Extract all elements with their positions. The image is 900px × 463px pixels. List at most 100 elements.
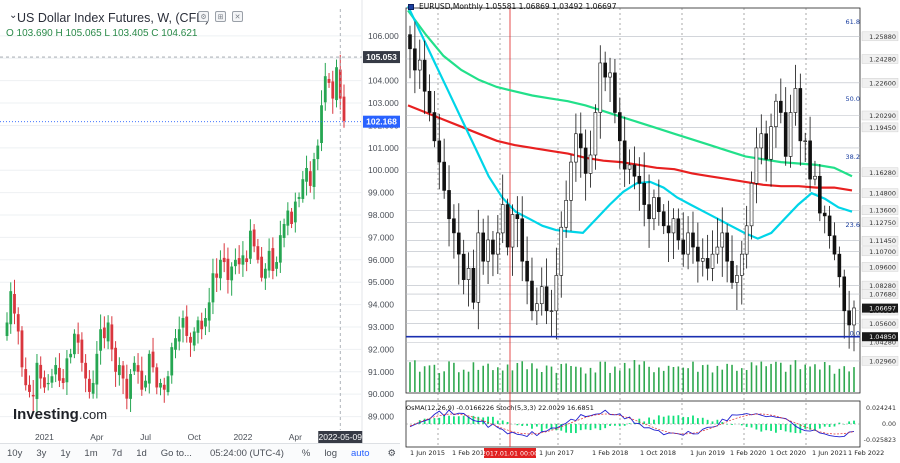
candle-body xyxy=(510,214,515,248)
date-marker-tag xyxy=(318,431,363,443)
candle-body xyxy=(177,329,181,342)
ema-fast-line xyxy=(407,5,853,240)
candle-body xyxy=(237,258,241,265)
candle-body xyxy=(437,140,442,163)
fib-level-label: 61.8 xyxy=(846,18,860,26)
date-marker-tag xyxy=(484,448,536,458)
chart-title: US Dollar Index Futures, W, (CFD) xyxy=(17,11,210,25)
log-scale-button[interactable]: log xyxy=(324,447,337,459)
range-10y-button[interactable]: 10y xyxy=(7,447,23,459)
dxy-chart-panel[interactable]: 89.000 90.000 91.000 92.000 93.000 94.000 95.0… xyxy=(0,0,400,463)
candle-body xyxy=(500,204,505,234)
candle-body xyxy=(783,112,788,157)
candle-body xyxy=(627,164,632,170)
range-1m-button[interactable]: 1m xyxy=(84,447,98,459)
y-tick-label: 103.000 xyxy=(368,98,399,108)
price-tag-label: 1.06697 xyxy=(869,305,896,313)
candle-body xyxy=(739,253,744,276)
y-tick-box xyxy=(861,188,899,198)
candle-body xyxy=(267,250,271,271)
candle-body xyxy=(744,225,749,255)
candle-body xyxy=(735,275,739,283)
eurusd-chart-canvas[interactable]: 1.25880 1.24280 1.22600 1.20290 1.19450 1.162… xyxy=(400,0,900,463)
candle-body xyxy=(185,316,189,336)
candle-body xyxy=(170,347,174,376)
range-3y-button[interactable]: 3y xyxy=(36,447,47,459)
mt-header-text: EURUSD,Monthly 1.05581 1.06869 1.03492 1… xyxy=(419,2,617,11)
candle-body xyxy=(681,239,686,255)
candle-body xyxy=(46,382,50,385)
candle-body xyxy=(671,218,676,234)
candle-body xyxy=(720,232,725,248)
x-tick-label: Jul xyxy=(140,432,151,442)
percent-scale-button[interactable]: % xyxy=(301,447,311,459)
eurusd-chart-panel[interactable]: 1.25880 1.24280 1.22600 1.20290 1.19450 1.162… xyxy=(400,0,900,463)
gear-icon[interactable]: ⚙ xyxy=(387,447,397,459)
compare-icon[interactable]: ⊞ xyxy=(215,11,226,22)
candle-body xyxy=(417,59,422,71)
y-tick-label: 94.000 xyxy=(368,300,394,310)
settings-icon[interactable]: ⚙ xyxy=(198,11,209,22)
y-tick-box xyxy=(861,78,899,88)
candle-body xyxy=(486,239,490,262)
goto-date-button[interactable]: Go to... xyxy=(160,447,192,459)
candle-body xyxy=(73,333,76,355)
candle-body xyxy=(588,154,593,174)
candle-body xyxy=(569,161,573,201)
candle-body xyxy=(320,105,323,144)
candle-body xyxy=(705,258,710,269)
candle-body xyxy=(442,161,446,191)
candle-body xyxy=(271,248,275,272)
candle-body xyxy=(578,133,583,149)
candle-body xyxy=(211,273,215,303)
range-1d-button[interactable]: 1d xyxy=(136,447,147,459)
dxy-chart-canvas[interactable]: 89.000 90.000 91.000 92.000 93.000 94.000 95.0… xyxy=(0,0,400,443)
candle-body xyxy=(331,81,335,99)
candle-body xyxy=(144,380,147,388)
clock-readout[interactable]: 05:24:00 (UTC-4) xyxy=(209,447,284,459)
y-tick-label: 1.19450 xyxy=(869,124,896,132)
mt-chart-header: EURUSD,Monthly 1.05581 1.06869 1.03492 1… xyxy=(408,2,616,11)
candle-body xyxy=(155,367,159,388)
candle-body xyxy=(166,376,170,393)
candle-body xyxy=(496,232,500,255)
y-tick-label: 91.000 xyxy=(368,367,394,377)
range-7d-button[interactable]: 7d xyxy=(111,447,123,459)
y-tick-label: 1.13600 xyxy=(869,207,896,215)
candle-body xyxy=(554,275,559,312)
candle-body xyxy=(308,171,312,186)
candle-body xyxy=(290,211,293,224)
candle-body xyxy=(196,320,200,333)
y-tick-label: 90.000 xyxy=(368,389,394,399)
candle-body xyxy=(338,69,342,99)
candle-body xyxy=(491,239,495,255)
candle-body xyxy=(422,59,427,92)
candle-body xyxy=(642,183,646,205)
candle-body xyxy=(207,302,211,321)
brand-name: Investing xyxy=(13,406,79,423)
candle-body xyxy=(278,235,282,263)
candle-body xyxy=(50,376,54,383)
candle-body xyxy=(87,378,91,392)
candle-body xyxy=(275,262,278,269)
y-tick-box xyxy=(861,31,899,42)
price-tag-label: 102.168 xyxy=(366,117,397,127)
range-1y-button[interactable]: 1y xyxy=(60,447,71,459)
y-tick-label: 100.000 xyxy=(368,165,399,175)
y-tick-box xyxy=(861,167,899,177)
candle-body xyxy=(549,310,554,312)
y-tick-label: 89.000 xyxy=(368,412,394,422)
y-tick-label: 104.000 xyxy=(368,76,399,86)
candle-body xyxy=(28,384,31,392)
auto-scale-button[interactable]: auto xyxy=(351,447,370,459)
candle-body xyxy=(230,266,234,281)
candle-body xyxy=(301,179,305,199)
candle-body xyxy=(327,78,331,83)
title-collapse-icon[interactable]: ⌄ xyxy=(9,10,18,21)
y-tick-box xyxy=(861,262,899,272)
close-icon[interactable]: ✕ xyxy=(232,11,243,22)
candle-body xyxy=(13,293,16,314)
y-tick-label: 92.000 xyxy=(368,344,394,354)
ohlc-readout: O 103.690 H 105.065 L 103.405 C 104.621 xyxy=(6,28,198,39)
candle-body xyxy=(342,96,346,121)
